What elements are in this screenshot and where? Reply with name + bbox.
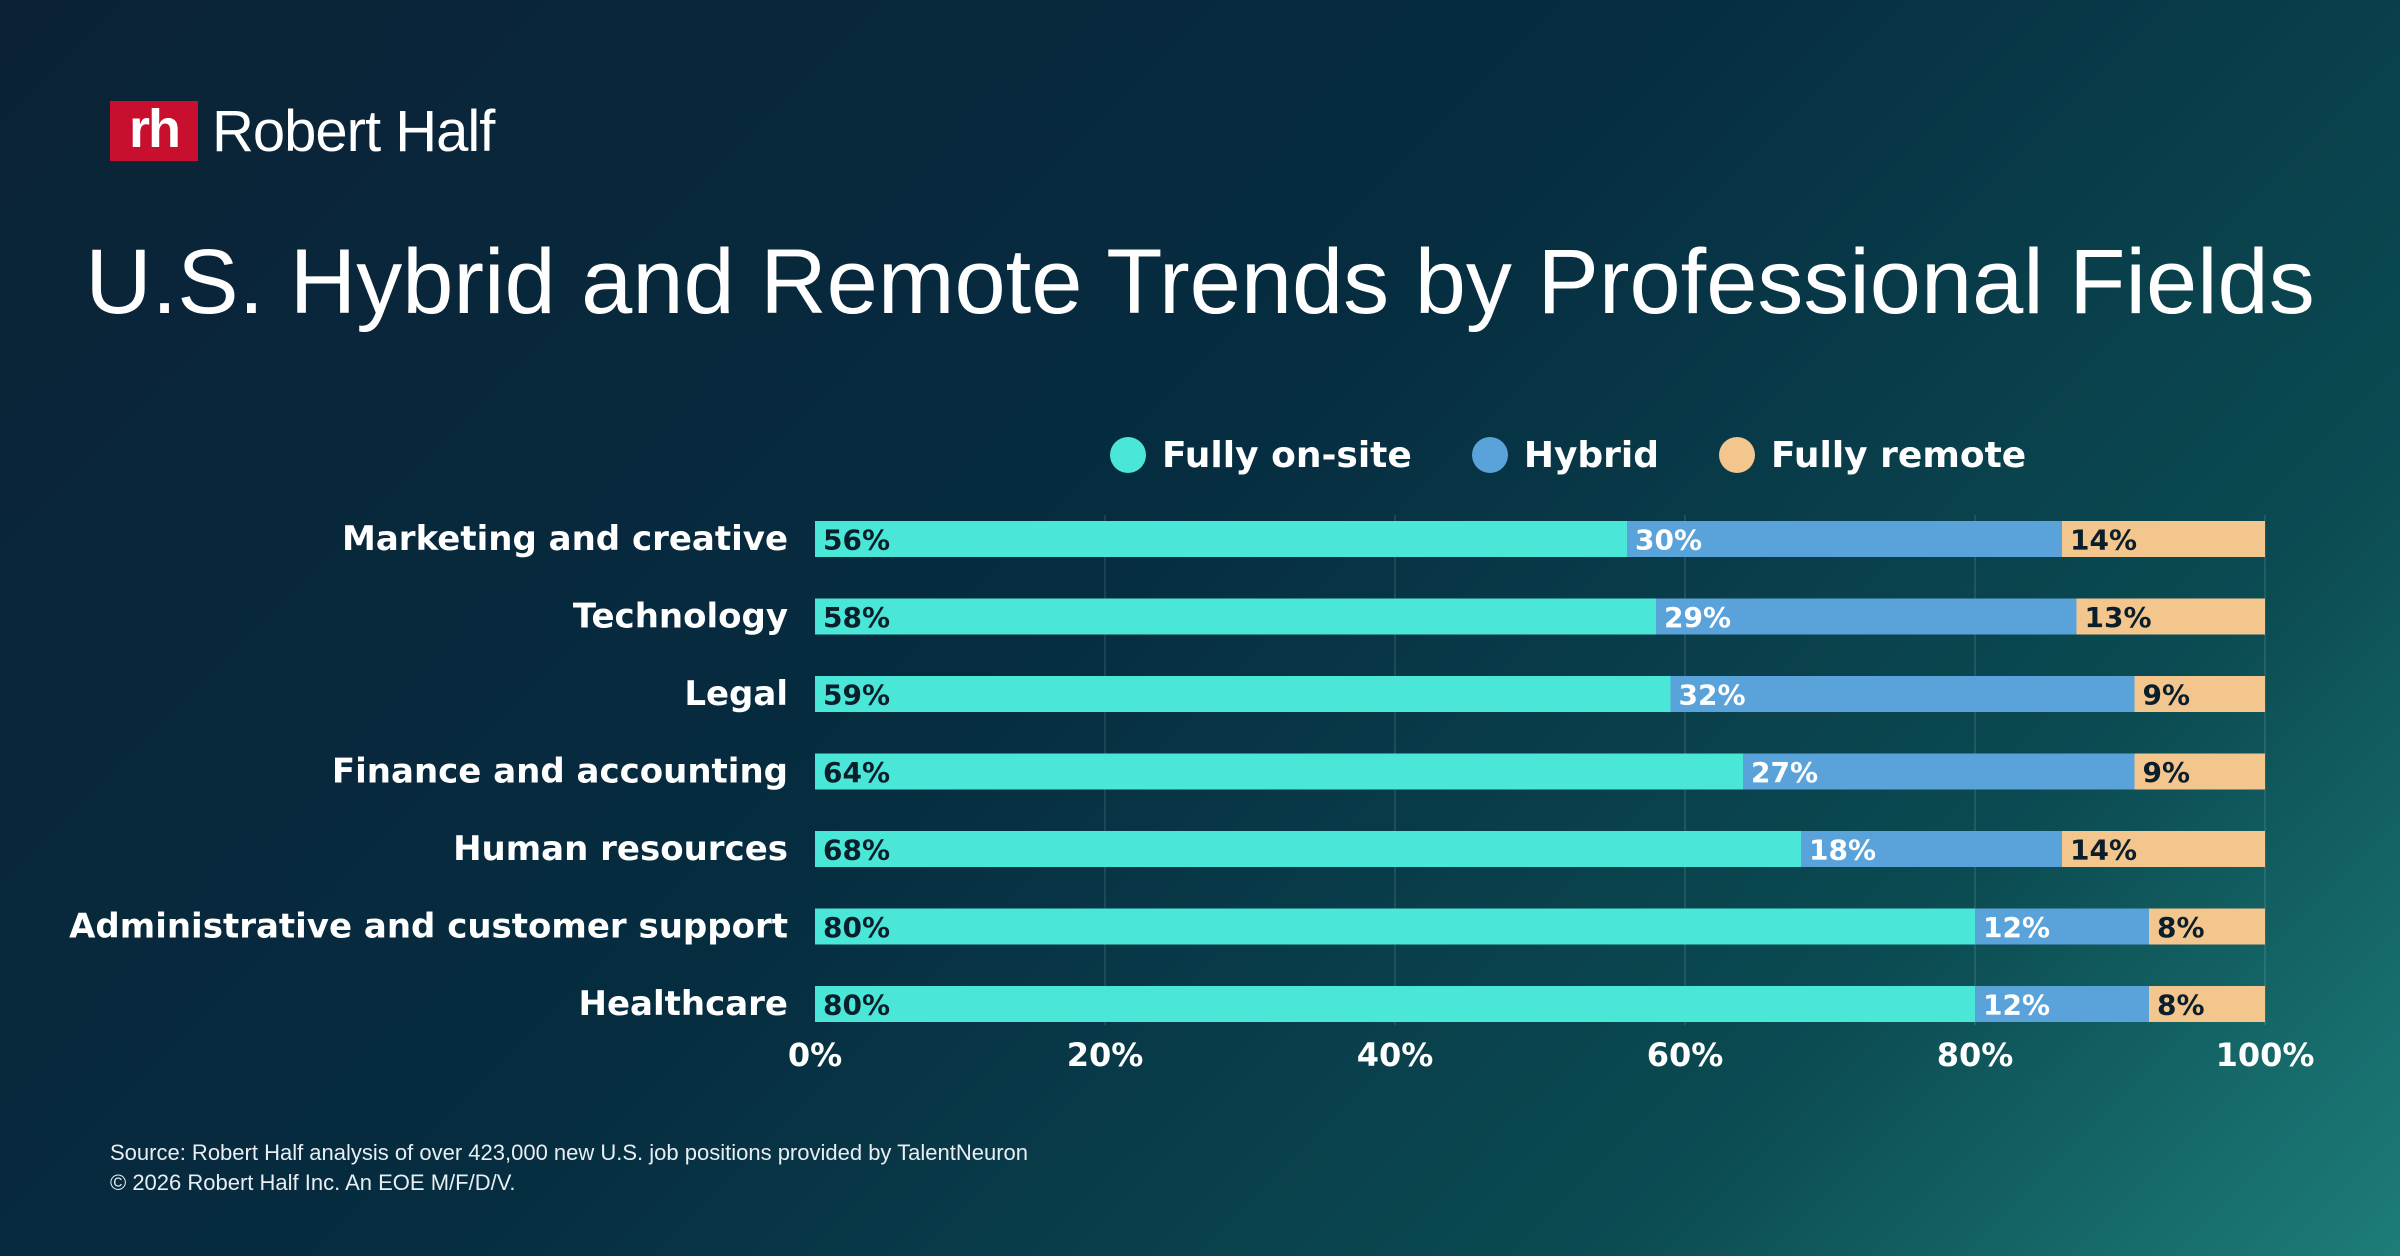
data-label: 30%	[1635, 524, 1702, 557]
data-label: 12%	[1983, 911, 2050, 944]
x-tick-label: 20%	[1067, 1036, 1144, 1074]
bar-segment-hybrid	[1975, 986, 2149, 1022]
legend-swatch-fully-remote	[1719, 437, 1756, 473]
x-tick-label: 0%	[788, 1036, 842, 1074]
bar-segment-hybrid	[1801, 831, 2062, 867]
data-label: 18%	[1809, 834, 1876, 867]
category-label: Marketing and creative	[342, 519, 788, 559]
bar-segment-hybrid	[1670, 676, 2135, 712]
bar-segment-fully-remote	[2134, 676, 2265, 712]
category-label: Administrative and customer support	[69, 907, 788, 947]
bar-segment-fully-remote	[2062, 831, 2265, 867]
bar-segment-fully-on-site	[815, 598, 1656, 635]
data-label: 58%	[823, 601, 890, 634]
legend-item-hybrid: Hybrid	[1471, 434, 1660, 476]
data-label: 27%	[1751, 756, 1818, 789]
category-label: Legal	[684, 674, 788, 714]
data-label: 12%	[1983, 989, 2050, 1022]
copyright-note: © 2026 Robert Half Inc. An EOE M/F/D/V.	[110, 1170, 516, 1195]
bar-segment-fully-on-site	[815, 753, 1743, 790]
legend-item-fully-onsite: Fully on-site	[1110, 435, 1412, 476]
data-label: 80%	[823, 989, 890, 1022]
bar-segment-fully-remote	[2134, 753, 2265, 790]
chart-title: U.S. Hybrid and Remote Trends by Profess…	[85, 231, 2315, 333]
x-tick-label: 100%	[2216, 1036, 2315, 1074]
category-label: Human resources	[453, 829, 788, 869]
data-label: 29%	[1664, 601, 1731, 634]
data-label: 14%	[2070, 524, 2137, 557]
bar-segment-fully-remote	[2062, 521, 2265, 557]
x-tick-label: 40%	[1357, 1036, 1434, 1074]
bar-segment-fully-remote	[2149, 908, 2265, 945]
bar-segment-hybrid	[1656, 598, 2077, 635]
legend-swatch-hybrid	[1471, 437, 1508, 473]
bar-segment-fully-on-site	[815, 908, 1975, 945]
bar-segment-fully-remote	[2076, 598, 2265, 635]
legend-item-fully-remote: Fully remote	[1719, 435, 2026, 476]
chart-legend: Fully on-site Hybrid Fully remote	[1110, 430, 2026, 480]
bar-segment-fully-remote	[2149, 986, 2265, 1022]
bar-segment-hybrid	[1627, 521, 2062, 557]
bar-segment-hybrid	[1743, 753, 2135, 790]
source-note: Source: Robert Half analysis of over 423…	[110, 1140, 1029, 1165]
legend-label-fully-onsite: Fully on-site	[1162, 434, 1412, 476]
data-label: 9%	[2143, 679, 2191, 712]
x-tick-label: 60%	[1647, 1036, 1724, 1074]
bar-segment-fully-on-site	[815, 676, 1671, 712]
data-label: 13%	[2085, 601, 2152, 634]
brand-logo: rh Robert Half	[110, 98, 495, 164]
data-label: 59%	[823, 679, 890, 712]
category-label: Technology	[573, 597, 788, 637]
category-label: Finance and accounting	[332, 752, 788, 792]
data-label: 56%	[823, 524, 890, 557]
data-label: 80%	[823, 911, 890, 944]
bar-segment-hybrid	[1975, 908, 2149, 945]
legend-label-fully-remote: Fully remote	[1771, 434, 2027, 476]
footer: Source: Robert Half analysis of over 423…	[110, 1138, 1028, 1198]
bar-segment-fully-on-site	[815, 831, 1801, 867]
data-label: 32%	[1679, 679, 1746, 712]
logo-wordmark: Robert Half	[212, 98, 495, 164]
bar-segment-fully-on-site	[815, 986, 1975, 1022]
legend-label-hybrid: Hybrid	[1523, 434, 1660, 476]
logo-mark: rh	[110, 99, 198, 161]
x-tick-label: 80%	[1937, 1036, 2014, 1074]
data-label: 8%	[2157, 989, 2205, 1022]
data-label: 8%	[2157, 911, 2205, 944]
data-label: 64%	[823, 756, 890, 789]
legend-swatch-fully-onsite	[1110, 437, 1146, 473]
bar-segment-fully-on-site	[815, 521, 1627, 557]
data-label: 14%	[2070, 834, 2137, 867]
data-label: 68%	[823, 834, 890, 867]
category-label: Healthcare	[579, 984, 789, 1024]
data-label: 9%	[2143, 756, 2191, 789]
